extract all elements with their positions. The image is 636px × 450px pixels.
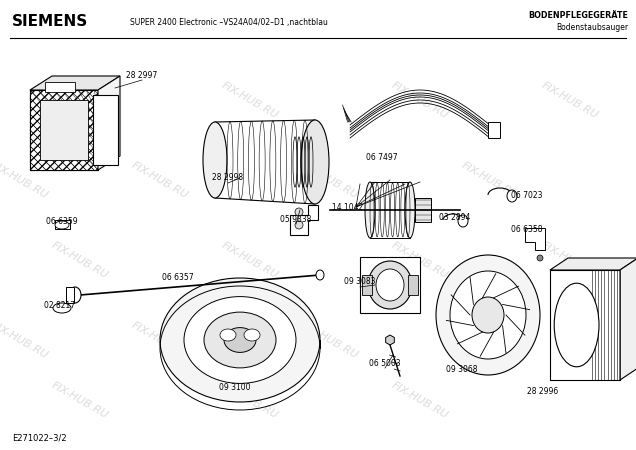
Ellipse shape: [220, 329, 236, 341]
Ellipse shape: [436, 255, 540, 375]
Text: 03 2894: 03 2894: [439, 213, 471, 222]
Bar: [55, 220, 70, 229]
Polygon shape: [30, 76, 120, 90]
Text: SIEMENS: SIEMENS: [12, 14, 88, 30]
Bar: [550, 270, 620, 380]
Text: FIX-HUB.RU: FIX-HUB.RU: [50, 240, 110, 280]
Ellipse shape: [203, 122, 227, 198]
Text: Bodenstaubsauger: Bodenstaubsauger: [556, 23, 628, 32]
Ellipse shape: [301, 120, 329, 204]
Text: 06 6359: 06 6359: [46, 217, 78, 226]
Polygon shape: [290, 205, 318, 235]
Polygon shape: [98, 76, 120, 170]
Bar: [40, 100, 88, 160]
Bar: [362, 275, 372, 295]
Text: 09 3100: 09 3100: [219, 383, 251, 392]
Bar: [408, 275, 418, 295]
Ellipse shape: [365, 182, 375, 238]
Text: 06 6358: 06 6358: [511, 225, 543, 234]
Text: 06 7497: 06 7497: [366, 153, 398, 162]
Text: FIX-HUB.RU: FIX-HUB.RU: [460, 320, 520, 360]
Ellipse shape: [458, 215, 468, 227]
Polygon shape: [66, 287, 74, 303]
Ellipse shape: [184, 297, 296, 383]
Text: FIX-HUB.RU: FIX-HUB.RU: [220, 240, 280, 280]
Ellipse shape: [316, 270, 324, 280]
Text: FIX-HUB.RU: FIX-HUB.RU: [130, 320, 190, 360]
Text: FIX-HUB.RU: FIX-HUB.RU: [460, 160, 520, 200]
Ellipse shape: [204, 312, 276, 368]
Polygon shape: [620, 258, 636, 380]
Text: 28 2997: 28 2997: [127, 71, 158, 80]
Ellipse shape: [160, 278, 320, 402]
Bar: [93, 95, 118, 165]
Ellipse shape: [450, 271, 526, 359]
Polygon shape: [525, 228, 545, 250]
Ellipse shape: [507, 190, 517, 202]
Text: BODENPFLEGEGERÄTE: BODENPFLEGEGERÄTE: [528, 12, 628, 21]
Ellipse shape: [376, 269, 404, 301]
Text: 06 7023: 06 7023: [511, 190, 543, 199]
Text: 06 6357: 06 6357: [162, 274, 194, 283]
Text: FIX-HUB.RU: FIX-HUB.RU: [540, 240, 600, 280]
Text: FIX-HUB.RU: FIX-HUB.RU: [50, 80, 110, 120]
Ellipse shape: [295, 208, 303, 216]
Text: 09 3083: 09 3083: [344, 278, 376, 287]
Text: 28 2998: 28 2998: [212, 174, 244, 183]
Text: SUPER 2400 Electronic –VS24A04/02–D1 ,nachtblau: SUPER 2400 Electronic –VS24A04/02–D1 ,na…: [130, 18, 328, 27]
Bar: [415, 198, 431, 222]
Ellipse shape: [472, 297, 504, 333]
Ellipse shape: [295, 221, 303, 229]
Polygon shape: [385, 335, 394, 345]
Text: FIX-HUB.RU: FIX-HUB.RU: [0, 160, 50, 200]
Bar: [360, 257, 420, 313]
Ellipse shape: [554, 283, 599, 367]
Text: FIX-HUB.RU: FIX-HUB.RU: [390, 80, 450, 120]
Ellipse shape: [69, 287, 81, 303]
Ellipse shape: [405, 182, 415, 238]
Text: FIX-HUB.RU: FIX-HUB.RU: [540, 80, 600, 120]
Ellipse shape: [224, 328, 256, 352]
Text: FIX-HUB.RU: FIX-HUB.RU: [130, 160, 190, 200]
Text: FIX-HUB.RU: FIX-HUB.RU: [220, 80, 280, 120]
Text: E271022–3/2: E271022–3/2: [12, 433, 67, 442]
Bar: [30, 90, 98, 170]
Text: 28 2996: 28 2996: [527, 387, 558, 396]
Text: 09 3068: 09 3068: [446, 365, 478, 374]
Text: FIX-HUB.RU: FIX-HUB.RU: [0, 320, 50, 360]
Text: FIX-HUB.RU: FIX-HUB.RU: [300, 320, 360, 360]
Ellipse shape: [368, 261, 412, 309]
Bar: [30, 90, 98, 170]
Text: FIX-HUB.RU: FIX-HUB.RU: [220, 380, 280, 420]
Text: FIX-HUB.RU: FIX-HUB.RU: [300, 160, 360, 200]
Text: FIX-HUB.RU: FIX-HUB.RU: [390, 380, 450, 420]
Bar: [488, 122, 500, 138]
Ellipse shape: [244, 329, 260, 341]
Ellipse shape: [53, 303, 71, 313]
Text: 05 9838: 05 9838: [280, 215, 312, 224]
Text: 14 1042: 14 1042: [333, 202, 364, 211]
Text: FIX-HUB.RU: FIX-HUB.RU: [50, 380, 110, 420]
Polygon shape: [550, 258, 636, 270]
Text: 02 8217: 02 8217: [45, 302, 76, 310]
Ellipse shape: [537, 255, 543, 261]
Text: 06 5003: 06 5003: [369, 359, 401, 368]
Bar: [45, 82, 75, 92]
Ellipse shape: [55, 221, 69, 229]
Text: FIX-HUB.RU: FIX-HUB.RU: [390, 240, 450, 280]
